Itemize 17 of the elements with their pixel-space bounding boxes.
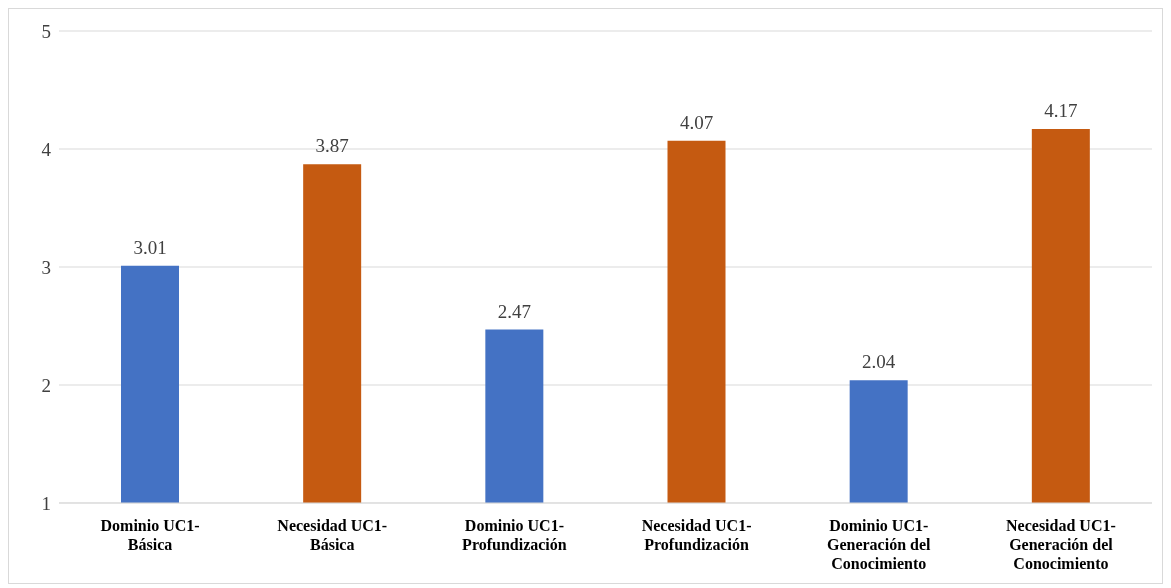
y-tick-label: 1: [41, 492, 51, 514]
data-label: 4.07: [679, 111, 714, 133]
data-label: 3.01: [133, 236, 167, 258]
x-tick-label: Dominio UC1-Generación del Conocimiento: [826, 517, 932, 572]
data-label: 3.87: [315, 135, 349, 157]
x-tick-label: Necesidad UC1-Generación del Conocimiento: [1006, 517, 1116, 572]
data-label: 4.17: [1044, 99, 1078, 121]
y-tick-label: 2: [41, 374, 51, 396]
data-label: 2.04: [862, 351, 896, 373]
x-tick-label: Dominio UC1-Básica: [100, 517, 200, 553]
x-tick-label: Dominio UC1-Profundización: [462, 517, 567, 553]
y-tick-label: 3: [41, 256, 51, 278]
x-tick-label: Necesidad UC1-Básica: [277, 517, 388, 553]
y-tick-label: 5: [41, 20, 51, 42]
data-label: 2.47: [497, 300, 531, 322]
y-tick-label: 4: [41, 138, 52, 160]
x-tick-label: Necesidad UC1-Profundización: [641, 517, 752, 553]
